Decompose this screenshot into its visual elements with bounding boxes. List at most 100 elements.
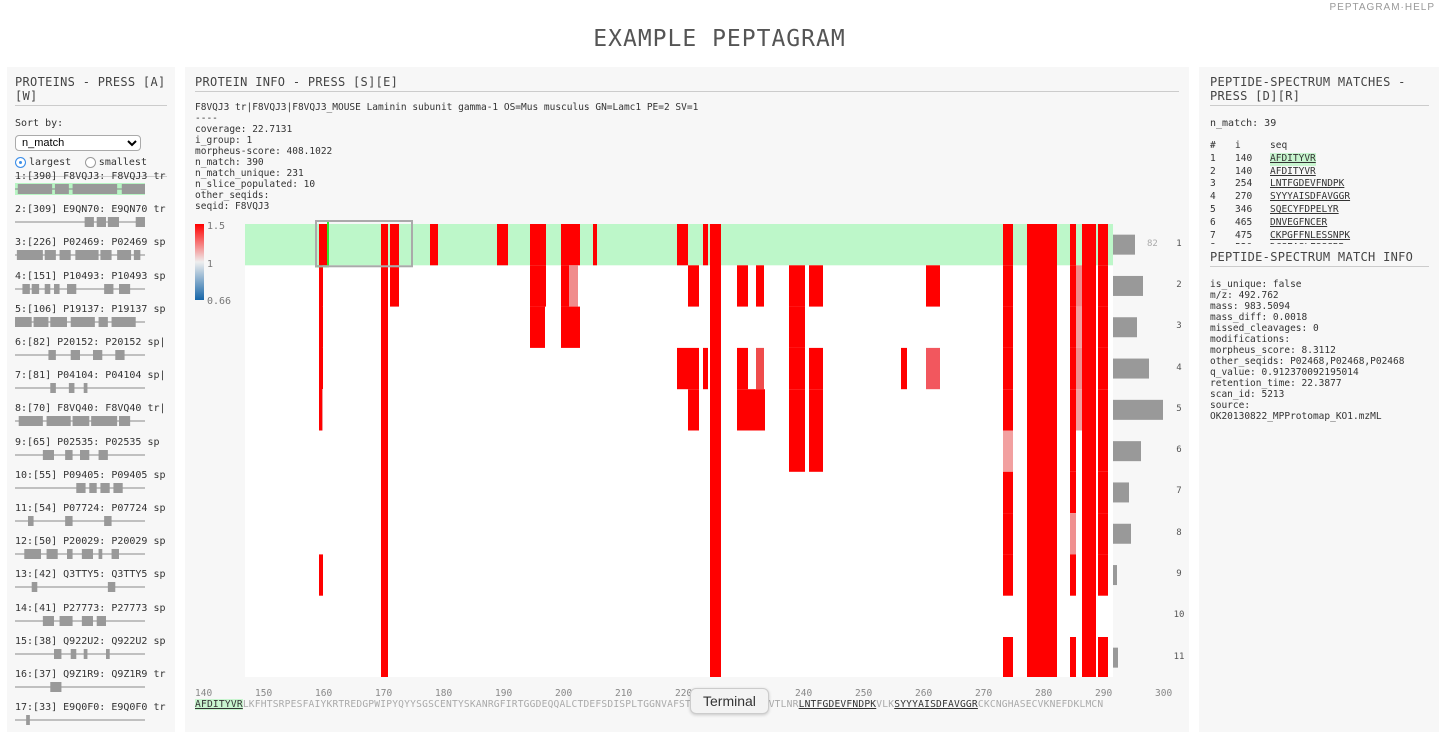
protein-list-item[interactable]: 9:[65] P02535: P02535 sp: [15, 437, 167, 461]
radio-largest[interactable]: largest: [15, 157, 71, 168]
heatmap-cell: [809, 389, 823, 431]
coverage-block: [107, 582, 116, 593]
coverage-block: [28, 516, 34, 526]
protein-list-item[interactable]: 16:[37] Q9Z1R9: Q9Z1R9 tr: [15, 669, 167, 693]
protein-field: n_match: 390: [195, 157, 264, 168]
heatmap-cell: [1098, 430, 1108, 472]
psm-number: 4: [1210, 191, 1216, 203]
psm-info-field: morpheus_score: 8.3112: [1210, 345, 1336, 356]
axis-tick-label: 210: [615, 688, 633, 699]
psm-row[interactable]: 7 475 CKPGFFNLESSNPK: [1210, 230, 1429, 243]
protein-coverage-bar: [15, 183, 145, 195]
histogram-bar: [1113, 647, 1118, 668]
heatmap-cell: [677, 347, 688, 390]
heatmap-cell: [1070, 306, 1076, 348]
peptagram-heatmap[interactable]: [185, 217, 1189, 677]
protein-list-item[interactable]: 11:[54] P07724: P07724 sp: [15, 503, 167, 527]
psm-info-field: q_value: 0.912370092195014: [1210, 367, 1359, 378]
coverage-block: [75, 250, 99, 261]
protein-list-item[interactable]: 15:[38] Q922U2: Q922U2 sp: [15, 636, 167, 660]
coverage-block: [18, 416, 43, 427]
protein-list-item[interactable]: 10:[55] P09405: P09405 sp: [15, 470, 167, 494]
sort-select[interactable]: n_match: [15, 135, 141, 151]
heatmap-cell: [1076, 265, 1082, 307]
psm-sequence[interactable]: SYYYAISDFAVGGR: [1270, 191, 1351, 203]
psm-rows: 1 140 AFDITYVR 2 140 AFDITYVR 3 254 LNTFGDEVFNDP…: [1210, 152, 1429, 244]
coverage-block: [26, 715, 30, 726]
psm-index: 465: [1235, 216, 1253, 228]
protein-list-item[interactable]: 5:[106] P19137: P19137 sp: [15, 304, 167, 328]
heatmap-cell: [593, 224, 597, 266]
heatmap-cell: [809, 430, 823, 472]
axis-tick-label: 290: [1095, 688, 1113, 699]
help-link[interactable]: PEPTAGRAM·HELP: [1329, 2, 1435, 13]
coverage-block: [98, 549, 103, 560]
coverage-block: [98, 316, 108, 327]
seq-segment-selected[interactable]: AFDITYVR: [195, 699, 243, 710]
psm-sequence[interactable]: CKPGFFNLESSNPK: [1270, 229, 1351, 241]
protein-list-item[interactable]: 13:[42] Q3TTY5: Q3TTY5 sp: [15, 569, 167, 593]
heatmap-cell: [737, 347, 748, 390]
psm-sequence[interactable]: AFDITYVR: [1270, 152, 1316, 166]
radio-smallest-label: smallest: [98, 157, 147, 168]
protein-field: morpheus-score: 408.1022: [195, 146, 333, 157]
coverage-block: [121, 184, 145, 194]
axis-tick-label: 250: [855, 688, 873, 699]
psm-row[interactable]: 2 140 AFDITYVR: [1210, 166, 1429, 179]
seq-segment-peptide[interactable]: SYYYAISDFAVGGR: [894, 699, 978, 710]
psm-row[interactable]: 3 254 LNTFGDEVFNDPK: [1210, 178, 1429, 191]
psm-sequence[interactable]: DNVEGFNCER: [1270, 216, 1328, 228]
radio-dot-icon: [15, 157, 26, 168]
heatmap-cell: [319, 224, 327, 266]
coverage-block: [76, 482, 86, 493]
psm-number: 2: [1210, 165, 1216, 177]
seq-segment-peptide[interactable]: LNTFGDEVFNDPK: [798, 699, 877, 710]
psm-row[interactable]: 1 140 AFDITYVR: [1210, 152, 1429, 166]
heatmap-cell: [1098, 224, 1108, 266]
heatmap-cell: [1098, 265, 1108, 307]
psm-sequence[interactable]: DCSEASLFSSSRR: [1270, 242, 1344, 244]
psm-info-field: other_seqids: P02468,P02468,P02468: [1210, 356, 1405, 367]
coverage-block: [65, 516, 73, 526]
protein-label: 5:[106] P19137: P19137 sp: [15, 303, 166, 315]
radio-smallest[interactable]: smallest: [84, 157, 147, 168]
axis-tick-label: 180: [435, 688, 453, 699]
heatmap-cell: [1003, 471, 1013, 514]
heatmap-cell: [1070, 637, 1076, 677]
heatmap-cell: [1070, 554, 1076, 596]
protein-list-item[interactable]: 8:[70] F8VQ40: F8VQ40 tr|: [15, 403, 167, 427]
protein-label: 14:[41] P27773: P27773 sp: [15, 602, 166, 614]
protein-list-item[interactable]: 1:[390] F8VQJ3: F8VQJ3 tr: [15, 171, 167, 195]
protein-list-item[interactable]: 7:[81] P04104: P04104 sp|: [15, 370, 167, 394]
legend-mid: 1: [207, 259, 214, 270]
histogram-bar: [1113, 482, 1129, 503]
heatmap-background: [245, 224, 1113, 677]
psm-sequence[interactable]: LNTFGDEVFNDPK: [1270, 178, 1345, 190]
row-label: 11: [1173, 651, 1185, 662]
protein-fields: ---- coverage: 22.7131 i_group: 1 morpheus-…: [195, 113, 1179, 212]
protein-list-item[interactable]: 2:[309] E9QN70: E9QN70 tr: [15, 204, 167, 228]
coverage-block: [107, 217, 119, 228]
protein-list-item[interactable]: 17:[33] E9Q0F0: E9Q0F0 tr: [15, 702, 167, 726]
protein-list-item[interactable]: 6:[82] P20152: P20152 sp|: [15, 337, 167, 361]
axis-tick-label: 150: [255, 688, 273, 699]
coverage-block: [84, 217, 94, 228]
psm-row[interactable]: 5 346 SQECYFDPELYR: [1210, 204, 1429, 217]
psm-sequence[interactable]: AFDITYVR: [1270, 165, 1316, 177]
protein-list-item[interactable]: 4:[151] P10493: P10493 sp: [15, 271, 167, 295]
protein-list-item[interactable]: 14:[41] P27773: P27773 sp: [15, 603, 167, 627]
psm-index: 140: [1235, 165, 1253, 177]
heatmap-cell: [703, 224, 708, 266]
protein-list-item[interactable]: 3:[226] P02469: P02469 sp: [15, 237, 167, 261]
protein-list-item[interactable]: 12:[50] P20029: P20029 sp: [15, 536, 167, 560]
protein-coverage-bar: [15, 648, 145, 659]
psm-sequence[interactable]: SQECYFDPELYR: [1270, 203, 1339, 215]
legend-min: 0.66: [207, 296, 232, 307]
col-header-seq: seq: [1270, 140, 1288, 151]
page-title: EXAMPLE PEPTAGRAM: [593, 26, 846, 52]
psm-row[interactable]: 8520DCSEASLFSSSRR: [1210, 242, 1429, 244]
psm-info-field: m/z: 492.762: [1210, 290, 1279, 301]
psm-row[interactable]: 4 270 SYYYAISDFAVGGR: [1210, 191, 1429, 204]
psm-row[interactable]: 6 465 DNVEGFNCER: [1210, 217, 1429, 230]
psm-number: 6: [1210, 216, 1216, 228]
